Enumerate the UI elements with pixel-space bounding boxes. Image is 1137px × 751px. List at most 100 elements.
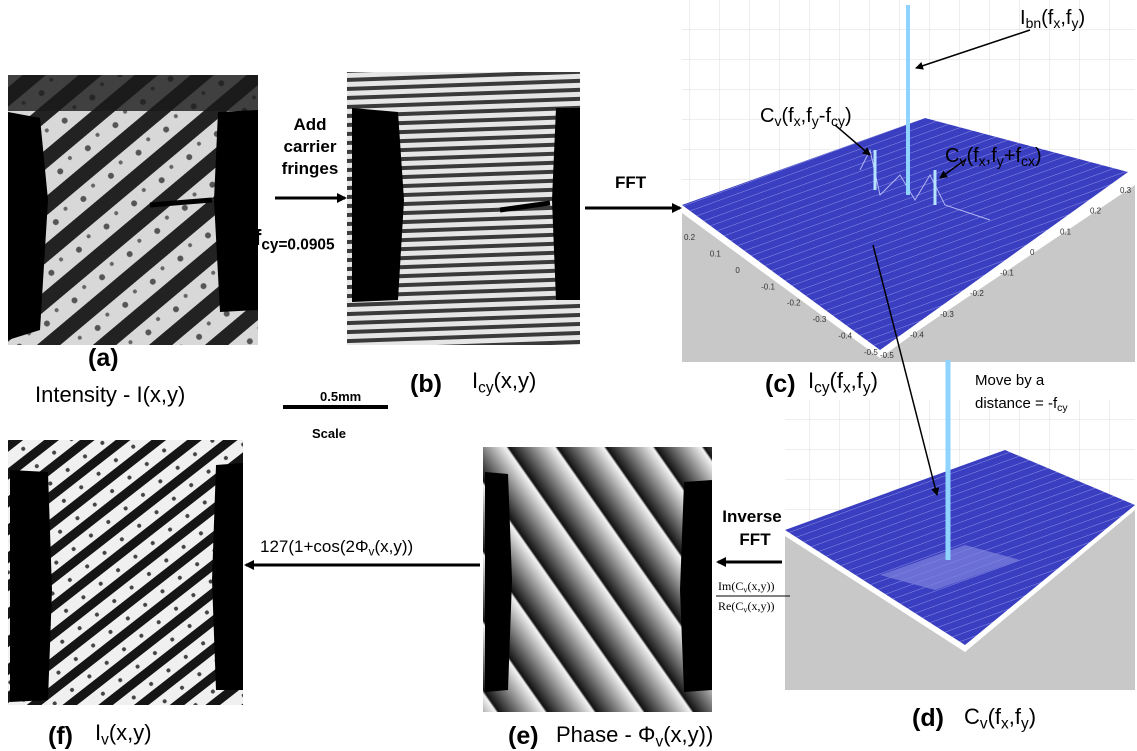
tick-label: 0 bbox=[1030, 248, 1035, 257]
text-part: (f bbox=[781, 105, 794, 127]
subscript: v bbox=[774, 113, 781, 129]
text-part: Re(C bbox=[718, 599, 743, 613]
tick-label: -0.2 bbox=[787, 299, 801, 308]
subscript: y bbox=[997, 153, 1004, 169]
caption: Iv(x,y) bbox=[95, 720, 152, 749]
subscript: cy bbox=[831, 113, 845, 129]
tick-label: -0.1 bbox=[761, 282, 775, 291]
text-part: C bbox=[945, 145, 959, 167]
text-part: ,f bbox=[986, 145, 998, 167]
text-part: -f bbox=[819, 105, 832, 127]
subscript: x bbox=[979, 153, 986, 169]
caption: Icy(x,y) bbox=[472, 368, 536, 397]
formula-function: tan bbox=[680, 588, 696, 603]
subscript: x bbox=[794, 113, 801, 129]
figure: (a) Intensity - I(x,y) (b) Icy(x,y) (c) … bbox=[0, 0, 1137, 751]
subscript: cy bbox=[478, 380, 494, 397]
image-a bbox=[8, 75, 258, 345]
panel-tag: (d) bbox=[912, 704, 944, 732]
text-part: ) bbox=[871, 368, 878, 393]
text-part: ) bbox=[1078, 7, 1085, 29]
tick-label: 0.1 bbox=[1060, 227, 1072, 236]
subscript: y bbox=[812, 113, 819, 129]
text-part: (x,y)) bbox=[748, 599, 775, 613]
image-e bbox=[483, 447, 712, 712]
step-label: FFT bbox=[739, 530, 771, 549]
tick-label: 0.1 bbox=[710, 249, 722, 258]
formula-exponent: −1 bbox=[703, 585, 712, 594]
carrier-frequency: fcy=0.0905 bbox=[254, 225, 335, 254]
text-part: ,f bbox=[1009, 704, 1022, 729]
scale-label: Scale bbox=[312, 426, 346, 441]
tick-label: -0.5 bbox=[880, 351, 894, 360]
step-label: fringes bbox=[282, 159, 339, 178]
subscript: cy bbox=[814, 380, 830, 397]
tick-label: 0.2 bbox=[684, 233, 696, 242]
scale-length: 0.5mm bbox=[320, 389, 361, 404]
formula-denominator: Re(Cv(x,y)) bbox=[718, 599, 775, 615]
formula-numerator: Im(Cv(x,y)) bbox=[718, 579, 775, 595]
tick-label: -0.3 bbox=[940, 310, 954, 319]
text-part: Phase - Φ bbox=[556, 722, 655, 747]
text-part: +f bbox=[1004, 145, 1022, 167]
text-part: (x,y) bbox=[494, 368, 537, 393]
shift-note: Move by a bbox=[975, 372, 1045, 389]
image-b bbox=[347, 72, 580, 345]
text-part: ) bbox=[1029, 704, 1036, 729]
caption: Intensity - I(x,y) bbox=[35, 382, 185, 407]
text-part: ) bbox=[845, 105, 852, 127]
tick-label: -0.5 bbox=[864, 348, 878, 357]
subscript: cy bbox=[1057, 402, 1068, 414]
text-part: (f bbox=[830, 368, 844, 393]
text-part: (f bbox=[988, 704, 1002, 729]
panel-tag: (c) bbox=[765, 370, 796, 398]
text-part: (f bbox=[1041, 7, 1054, 29]
step-label: 127(1+cos(2Φv(x,y)) bbox=[260, 537, 413, 559]
text-part: (x,y)) bbox=[375, 537, 414, 556]
tick-label: -0.1 bbox=[1000, 269, 1014, 278]
text-part: Intensity - I(x,y) bbox=[35, 382, 185, 407]
text-part: (x,y)) bbox=[748, 579, 775, 593]
step-label: FFT bbox=[615, 173, 647, 192]
panel-tag: (f) bbox=[48, 722, 73, 750]
step-label: carrier bbox=[284, 137, 337, 156]
subscript: cx bbox=[1021, 153, 1035, 169]
text-part: (x,y)) bbox=[663, 722, 713, 747]
text-part: ) bbox=[1035, 145, 1042, 167]
subscript: bn bbox=[1026, 15, 1042, 31]
tick-label: -0.2 bbox=[970, 289, 984, 298]
text-part: 127(1+cos(2Φ bbox=[260, 537, 369, 556]
subscript: cy=0.0905 bbox=[261, 237, 335, 254]
step-label: Inverse bbox=[722, 507, 782, 526]
panel-tag: (a) bbox=[88, 344, 119, 372]
tick-label: 0 bbox=[735, 266, 740, 275]
text-part: (x,y) bbox=[109, 720, 152, 745]
text-part: ,f bbox=[851, 368, 864, 393]
caption: Icy(fx,fy) bbox=[808, 368, 878, 397]
panel-tag: (b) bbox=[410, 370, 442, 398]
caption: Phase - Φv(x,y)) bbox=[556, 722, 713, 751]
spectrum-c bbox=[682, 0, 1135, 362]
text-part: Im(C bbox=[718, 579, 743, 593]
subscript: x bbox=[1053, 15, 1060, 31]
subscript: y bbox=[1071, 15, 1078, 31]
tick-label: 0.2 bbox=[1090, 207, 1102, 216]
image-f bbox=[8, 440, 243, 705]
tick-label: -0.4 bbox=[838, 332, 852, 341]
spectrum-d bbox=[785, 360, 1135, 690]
text-part: C bbox=[964, 704, 980, 729]
step-label: Add bbox=[293, 115, 326, 134]
caption: Cv(fx,fy) bbox=[964, 704, 1036, 733]
subscript: v bbox=[959, 153, 966, 169]
text-part: ,f bbox=[801, 105, 813, 127]
text-part: ,f bbox=[1060, 7, 1072, 29]
text-part: distance = -f bbox=[975, 395, 1058, 412]
text-part: (f bbox=[966, 145, 979, 167]
panel-tag: (e) bbox=[508, 722, 539, 750]
tick-label: -0.4 bbox=[910, 330, 924, 339]
text-part: C bbox=[760, 105, 774, 127]
text-part: Move by a bbox=[975, 372, 1045, 389]
tick-label: -0.3 bbox=[813, 315, 827, 324]
tick-label: 0.3 bbox=[1120, 186, 1132, 195]
shift-note: distance = -fcy bbox=[975, 395, 1068, 414]
